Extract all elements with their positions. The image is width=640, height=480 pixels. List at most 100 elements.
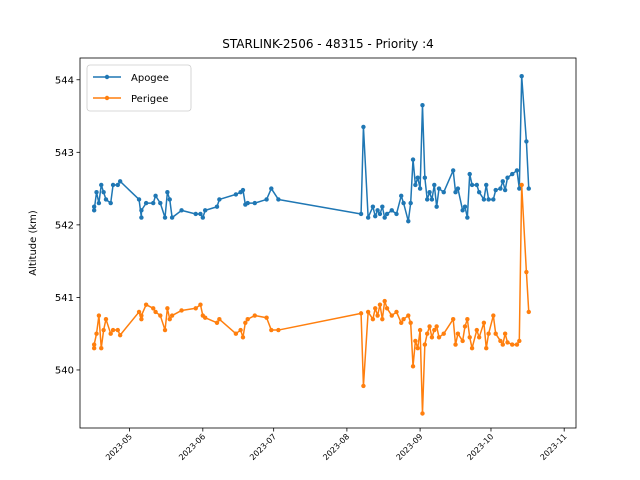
data-point [524,269,529,275]
data-point [462,204,468,209]
data-point [143,200,149,206]
data-point [450,316,456,322]
data-point [484,346,489,351]
plot-area [91,73,531,416]
y-tick-label: 542 [55,220,74,231]
data-point [382,215,387,220]
data-point [358,311,364,316]
data-point [415,175,420,180]
data-point [519,182,524,188]
data-point [413,338,418,344]
data-point [370,316,376,322]
data-point [500,342,505,347]
data-point [377,302,383,307]
data-point [358,211,364,217]
data-point [429,197,435,202]
data-point [401,200,406,206]
data-point [465,215,470,220]
data-point [484,182,489,188]
data-point [214,204,220,209]
data-point [276,197,281,202]
data-point [103,316,109,322]
data-point [422,175,428,180]
legend-marker [104,74,110,80]
data-point [453,342,458,347]
data-point [200,215,206,220]
data-point [394,309,399,315]
data-point [389,313,394,318]
data-point [162,327,168,333]
data-point [491,197,496,202]
data-point [500,179,505,184]
data-point [493,187,498,193]
data-point [162,215,168,220]
chart-title: STARLINK-2506 - 48315 - Priority :4 [222,37,434,51]
legend: Apogee Perigee [86,64,192,112]
data-point [217,197,222,202]
data-point [276,327,281,333]
data-point [436,186,442,191]
data-point [486,197,491,202]
data-point [151,200,156,206]
data-point [136,197,142,202]
data-point [252,313,257,318]
data-point [252,200,257,206]
data-point [167,316,172,322]
data-point [474,182,479,188]
data-point [96,313,102,318]
series-apogee [91,73,531,224]
data-point [460,208,465,213]
data-point [99,182,104,188]
data-point [94,331,99,336]
data-point [269,327,274,333]
data-point [136,309,142,315]
data-point [467,335,472,340]
data-point [417,186,423,191]
data-point [91,208,97,213]
data-point [198,302,203,307]
data-point [108,200,113,206]
data-point [526,186,531,191]
data-point [165,306,170,311]
data-point [517,338,522,344]
y-tick-label: 540 [55,365,74,376]
data-point [233,331,239,336]
data-point [401,316,406,322]
data-point [455,186,461,191]
data-point [198,211,203,217]
data-point [101,190,106,195]
data-point [519,73,524,79]
y-axis: 540 541 542 543 544 [55,75,80,376]
data-point [476,190,482,195]
y-tick-label: 541 [55,293,74,304]
data-point [420,102,425,108]
data-point [406,313,411,318]
data-point [450,168,456,173]
data-point [455,331,461,336]
data-point [373,213,378,219]
data-point [110,182,116,188]
data-point [202,208,208,213]
legend-marker [104,95,110,101]
data-point [469,182,475,188]
data-point [193,211,198,217]
data-point [375,208,380,213]
data-point [217,316,222,322]
series-perigee [91,182,531,416]
data-point [91,204,97,209]
data-point [481,197,487,202]
data-point [167,197,172,202]
data-point [524,139,529,144]
data-point [476,335,482,340]
data-point [214,320,220,325]
data-point [361,124,366,130]
y-axis-label: Altitude (km) [28,210,39,276]
data-point [434,204,439,209]
data-point [422,342,428,347]
axes-frame [79,57,577,429]
data-point [462,324,468,329]
data-point [240,187,246,193]
data-point [240,335,246,340]
data-point [238,327,243,333]
